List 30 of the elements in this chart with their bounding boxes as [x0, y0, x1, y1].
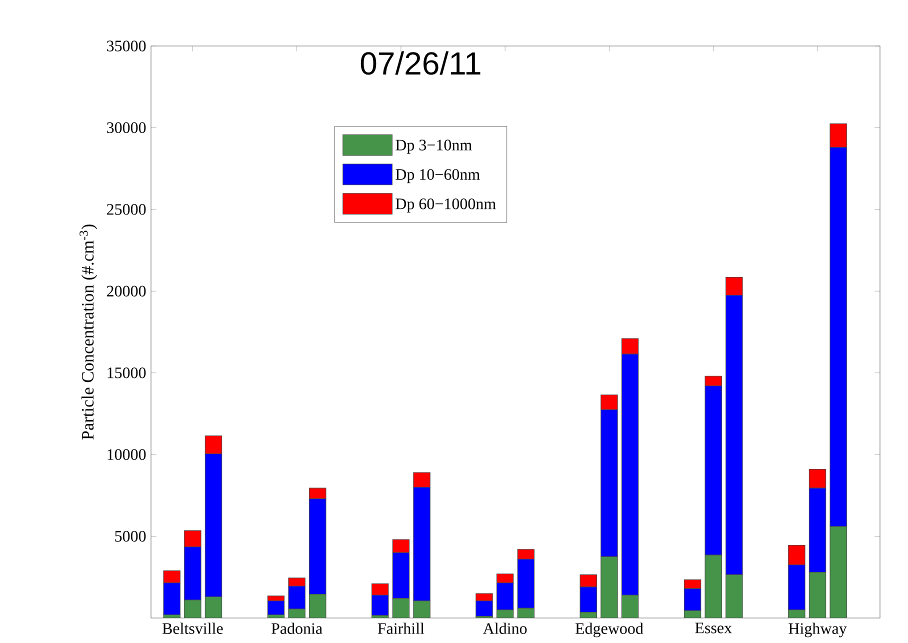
bar	[726, 574, 743, 618]
y-tick-label: 30000	[107, 122, 146, 134]
bar	[204, 596, 222, 618]
bar	[704, 554, 722, 618]
x-tick-label: Aldino	[483, 622, 527, 634]
x-tick-label: Beltsville	[162, 622, 223, 634]
bar	[600, 556, 618, 618]
y-tick-label: 10000	[108, 449, 146, 460]
legend-label: Dp 3−10nm	[396, 140, 472, 154]
x-tick-label: Highway	[788, 622, 847, 638]
bar	[309, 594, 326, 618]
bar	[413, 600, 430, 618]
x-tick-label: Fairhill	[378, 622, 424, 634]
bar	[808, 572, 826, 618]
legend-label: Dp 10−60nm	[396, 169, 480, 184]
y-tick-label: 25000	[107, 204, 146, 215]
y-tick-label: 5000	[115, 530, 146, 542]
x-tick-label: Essex	[695, 622, 732, 634]
y-axis-title: Particle Concentration (#.cm$^{-3}$)	[80, 224, 98, 440]
bar	[621, 594, 639, 618]
y-tick-label: 15000	[108, 367, 146, 378]
x-tick-label: Edgewood	[575, 622, 644, 638]
y-tick-label: 35000	[107, 40, 146, 52]
bar	[392, 598, 410, 618]
chart-title: 07/26/11	[360, 51, 480, 75]
bar	[830, 526, 847, 618]
x-tick-label: Padonia	[271, 622, 322, 634]
legend-label: Dp 60−1000nm	[396, 198, 496, 213]
y-tick-label: 20000	[107, 286, 146, 297]
bar	[184, 600, 202, 618]
